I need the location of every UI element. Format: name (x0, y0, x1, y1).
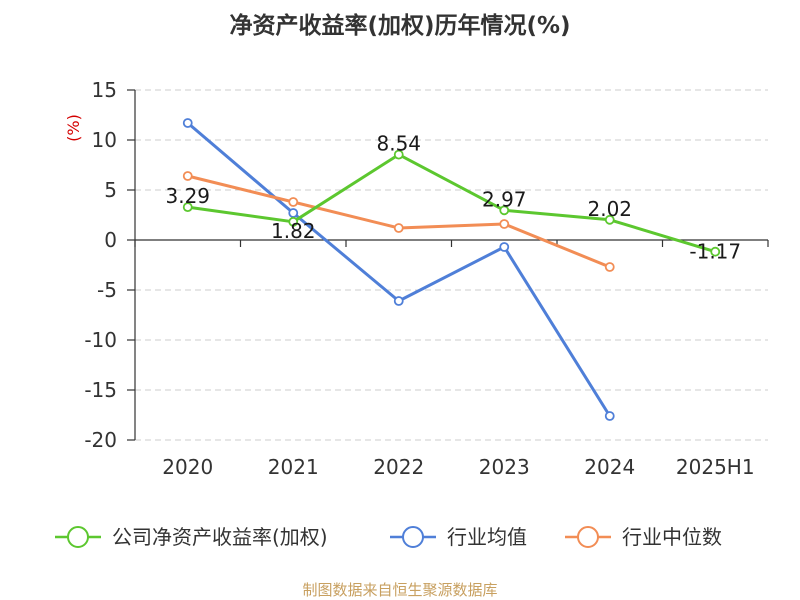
series-line-1 (186, 121, 612, 417)
series-point-2 (182, 171, 193, 181)
data-label: 2.02 (587, 197, 632, 221)
series-point-0 (710, 246, 721, 257)
legend-label-2: 行业中位数 (622, 525, 722, 549)
series-line-0 (187, 153, 716, 254)
y-tick-label: -10 (84, 328, 117, 352)
series-point-0 (182, 202, 193, 213)
y-tick-label: 5 (104, 178, 117, 202)
series-point-0 (604, 214, 615, 225)
series-point-1 (182, 118, 193, 128)
series-point-1 (604, 411, 615, 421)
series-point-2 (288, 197, 299, 207)
series-point-0 (288, 216, 299, 227)
series-point-1 (393, 296, 404, 306)
data-label: 8.54 (376, 132, 421, 156)
series-point-0 (499, 205, 510, 216)
data-labels: 3.29 1.82 8.54 2.97 2.02 -1.17 (165, 132, 741, 264)
legend-label-0: 公司净资产收益率(加权) (112, 525, 328, 549)
x-tick-label: 2025H1 (676, 455, 755, 479)
grid-lines (135, 89, 768, 441)
legend: 公司净资产收益率(加权) 行业均值 行业中位数 (55, 525, 722, 549)
legend-label-1: 行业均值 (447, 525, 527, 549)
series-point-2 (499, 219, 510, 229)
axes (127, 89, 769, 441)
series-group (182, 118, 721, 421)
series-point-1 (499, 242, 510, 252)
y-tick-label: 15 (92, 78, 117, 102)
x-tick-label: 2024 (584, 455, 635, 479)
chart-title: 净资产收益率(加权)历年情况(%) (229, 12, 570, 39)
footer-source: 制图数据来自恒生聚源数据库 (302, 581, 497, 599)
x-tick-label: 2022 (373, 455, 424, 479)
y-tick-labels: 15 10 5 0 -5 -10 -15 -20 (84, 78, 117, 452)
legend-marker-0 (67, 526, 89, 548)
y-tick-label: 0 (104, 228, 117, 252)
y-tick-label: -20 (84, 428, 117, 452)
data-label: 1.82 (271, 219, 316, 243)
x-tick-label: 2023 (479, 455, 530, 479)
legend-marker-1 (402, 526, 424, 548)
x-tick-label: 2020 (162, 455, 213, 479)
y-tick-label: -5 (97, 278, 117, 302)
y-tick-label: -15 (84, 378, 117, 402)
y-tick-label: 10 (92, 128, 117, 152)
series-point-0 (393, 149, 404, 160)
legend-marker-2 (577, 526, 599, 548)
data-label: 3.29 (165, 184, 210, 208)
x-tick-label: 2021 (268, 455, 319, 479)
series-point-2 (393, 223, 404, 233)
x-tick-labels: 2020 2021 2022 2023 2024 2025H1 (162, 455, 754, 479)
series-point-1 (288, 208, 299, 218)
series-point-2 (604, 262, 615, 272)
y-axis-label: (%) (64, 114, 83, 142)
data-label: -1.17 (689, 240, 741, 264)
data-label: 2.97 (482, 187, 527, 211)
